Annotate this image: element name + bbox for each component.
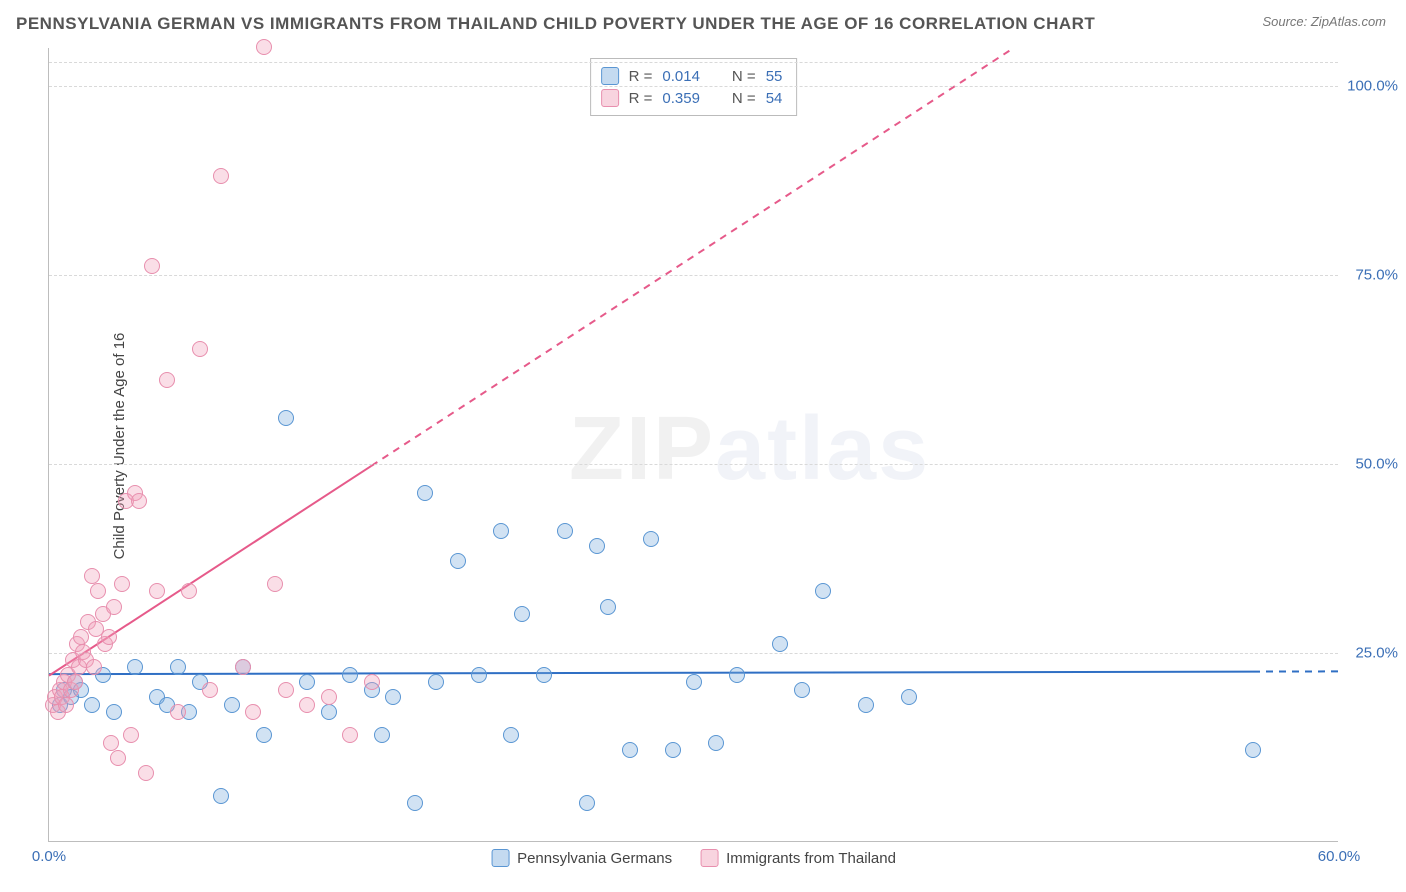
data-point-blue	[600, 599, 616, 615]
watermark: ZIPatlas	[569, 398, 930, 501]
data-point-blue	[224, 697, 240, 713]
scatter-plot-area: ZIPatlas R = 0.014 N = 55 R = 0.359 N = …	[48, 48, 1338, 842]
data-point-blue	[256, 727, 272, 743]
data-point-blue	[794, 682, 810, 698]
data-point-blue	[729, 667, 745, 683]
source-attribution: Source: ZipAtlas.com	[1262, 14, 1386, 29]
data-point-blue	[708, 735, 724, 751]
x-tick-label: 60.0%	[1318, 848, 1361, 865]
legend-row-pink: R = 0.359 N = 54	[601, 87, 783, 109]
series-legend: Pennsylvania Germans Immigrants from Tha…	[491, 849, 896, 867]
data-point-blue	[417, 485, 433, 501]
data-point-blue	[127, 659, 143, 675]
data-point-pink	[159, 372, 175, 388]
data-point-blue	[536, 667, 552, 683]
data-point-pink	[106, 599, 122, 615]
data-point-pink	[110, 750, 126, 766]
data-point-pink	[144, 258, 160, 274]
data-point-blue	[407, 795, 423, 811]
trend-lines	[49, 48, 1339, 842]
gridline	[49, 62, 1338, 63]
swatch-icon	[601, 67, 619, 85]
data-point-pink	[245, 704, 261, 720]
gridline	[49, 275, 1338, 276]
data-point-pink	[101, 629, 117, 645]
data-point-blue	[450, 553, 466, 569]
data-point-blue	[643, 531, 659, 547]
data-point-blue	[686, 674, 702, 690]
data-point-blue	[471, 667, 487, 683]
data-point-blue	[385, 689, 401, 705]
data-point-pink	[149, 583, 165, 599]
data-point-blue	[665, 742, 681, 758]
data-point-blue	[84, 697, 100, 713]
x-tick-label: 0.0%	[32, 848, 66, 865]
data-point-pink	[321, 689, 337, 705]
data-point-blue	[374, 727, 390, 743]
gridline	[49, 653, 1338, 654]
data-point-pink	[90, 583, 106, 599]
data-point-blue	[901, 689, 917, 705]
legend-item-blue: Pennsylvania Germans	[491, 849, 672, 867]
data-point-pink	[103, 735, 119, 751]
swatch-icon	[491, 849, 509, 867]
data-point-pink	[235, 659, 251, 675]
data-point-blue	[622, 742, 638, 758]
data-point-pink	[256, 39, 272, 55]
data-point-pink	[138, 765, 154, 781]
legend-item-pink: Immigrants from Thailand	[700, 849, 896, 867]
data-point-pink	[278, 682, 294, 698]
data-point-pink	[73, 629, 89, 645]
data-point-blue	[278, 410, 294, 426]
data-point-blue	[579, 795, 595, 811]
correlation-legend: R = 0.014 N = 55 R = 0.359 N = 54	[590, 58, 798, 116]
data-point-blue	[1245, 742, 1261, 758]
data-point-blue	[342, 667, 358, 683]
y-tick-label: 25.0%	[1355, 644, 1398, 661]
data-point-blue	[589, 538, 605, 554]
data-point-pink	[192, 341, 208, 357]
gridline	[49, 464, 1338, 465]
data-point-blue	[815, 583, 831, 599]
data-point-blue	[772, 636, 788, 652]
data-point-pink	[181, 583, 197, 599]
swatch-icon	[601, 89, 619, 107]
data-point-pink	[267, 576, 283, 592]
data-point-pink	[299, 697, 315, 713]
data-point-blue	[321, 704, 337, 720]
data-point-pink	[342, 727, 358, 743]
data-point-blue	[299, 674, 315, 690]
data-point-blue	[557, 523, 573, 539]
data-point-blue	[493, 523, 509, 539]
data-point-blue	[858, 697, 874, 713]
data-point-pink	[364, 674, 380, 690]
y-tick-label: 50.0%	[1355, 455, 1398, 472]
gridline	[49, 86, 1338, 87]
data-point-pink	[202, 682, 218, 698]
data-point-blue	[514, 606, 530, 622]
data-point-pink	[114, 576, 130, 592]
legend-row-blue: R = 0.014 N = 55	[601, 65, 783, 87]
data-point-pink	[84, 568, 100, 584]
data-point-pink	[67, 674, 83, 690]
data-point-blue	[106, 704, 122, 720]
y-tick-label: 75.0%	[1355, 266, 1398, 283]
data-point-blue	[503, 727, 519, 743]
y-tick-label: 100.0%	[1347, 77, 1398, 94]
data-point-blue	[170, 659, 186, 675]
data-point-pink	[58, 697, 74, 713]
swatch-icon	[700, 849, 718, 867]
data-point-pink	[86, 659, 102, 675]
data-point-blue	[428, 674, 444, 690]
data-point-pink	[123, 727, 139, 743]
chart-title: PENNSYLVANIA GERMAN VS IMMIGRANTS FROM T…	[16, 14, 1095, 34]
data-point-pink	[131, 493, 147, 509]
data-point-pink	[213, 168, 229, 184]
data-point-pink	[170, 704, 186, 720]
data-point-blue	[213, 788, 229, 804]
